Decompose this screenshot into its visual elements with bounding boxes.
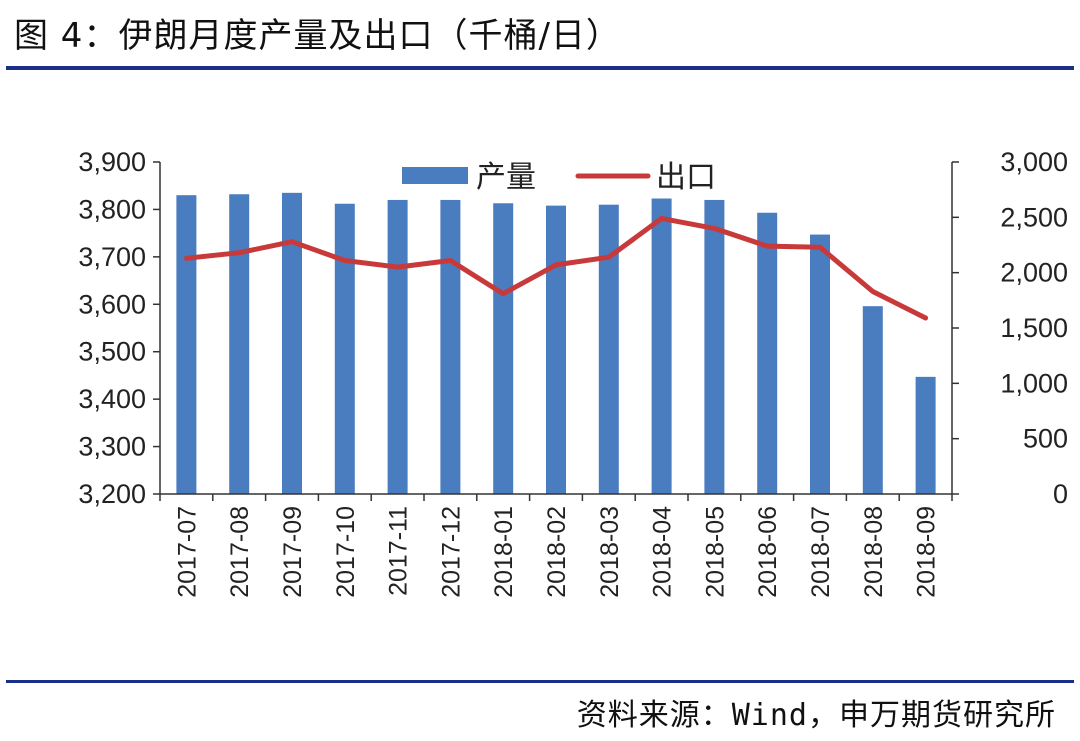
bar	[229, 194, 250, 494]
legend-swatch-bar	[402, 167, 468, 184]
bar	[757, 212, 778, 494]
bar	[862, 306, 883, 494]
bar	[598, 204, 619, 494]
y-left-tick-label: 3,600	[78, 289, 146, 319]
x-tick-label: 2018-01	[490, 506, 518, 598]
x-tick-label: 2017-11	[385, 506, 413, 596]
x-tick-label: 2018-05	[701, 506, 729, 598]
legend: 产量 出口	[402, 160, 716, 195]
bar	[282, 192, 302, 495]
y-right-tick-label: 2,500	[1000, 202, 1068, 232]
x-tick-label: 2018-04	[649, 506, 677, 598]
bottom-divider	[6, 680, 1074, 683]
y-left-tick-label: 3,700	[78, 242, 146, 272]
bar	[651, 198, 672, 494]
bar-series	[176, 192, 936, 495]
y-left-tick-label: 3,800	[78, 194, 146, 224]
y-right-tick-label: 1,500	[1000, 313, 1068, 343]
x-tick-label: 2017-10	[332, 506, 360, 598]
bar	[915, 376, 936, 494]
bar	[387, 199, 408, 494]
source-note: 资料来源：Wind，申万期货研究所	[576, 698, 1056, 733]
y-right-tick-label: 2,000	[1000, 258, 1068, 288]
x-tick-label: 2017-08	[226, 506, 254, 598]
bar	[176, 195, 197, 494]
chart-title: 图 4：伊朗月度产量及出口（千桶/日）	[14, 16, 621, 56]
legend-label-bar: 产量	[476, 160, 536, 195]
bar	[810, 234, 830, 494]
x-tick-label: 2018-08	[860, 506, 888, 598]
y-left-tick-label: 3,500	[78, 337, 146, 367]
x-tick-label: 2018-03	[596, 506, 624, 598]
y-left-tick-label: 3,400	[78, 384, 146, 414]
y-right-tick-label: 3,000	[1000, 147, 1068, 177]
y-right-tick-label: 0	[1053, 479, 1068, 509]
y-left-tick-label: 3,900	[78, 147, 146, 177]
bar	[493, 203, 514, 494]
x-tick-label: 2017-09	[279, 506, 307, 598]
top-divider	[6, 66, 1074, 70]
axes: 3,200 3,300 3,400 3,500 3,600 3,700 3,800 3,900…	[78, 147, 1068, 598]
legend-label-line: 出口	[656, 160, 716, 195]
bar	[440, 199, 461, 494]
bar	[334, 203, 355, 495]
x-tick-label: 2017-07	[173, 506, 201, 598]
x-tick-label: 2018-06	[754, 506, 782, 598]
x-tick-label: 2018-09	[913, 506, 941, 598]
bar	[704, 199, 725, 494]
bar	[546, 205, 566, 495]
x-tick-label: 2017-12	[437, 506, 465, 598]
x-tick-label: 2018-07	[807, 506, 835, 598]
x-tick-label: 2018-02	[543, 506, 571, 598]
y-right-tick-label: 500	[1023, 424, 1068, 454]
y-left-tick-label: 3,300	[78, 432, 146, 462]
chart-area: 3,200 3,300 3,400 3,500 3,600 3,700 3,800 3,900…	[78, 147, 1068, 598]
y-right-tick-label: 1,000	[1000, 368, 1068, 398]
line-series	[183, 215, 929, 321]
y-left-tick-label: 3,200	[78, 479, 146, 509]
